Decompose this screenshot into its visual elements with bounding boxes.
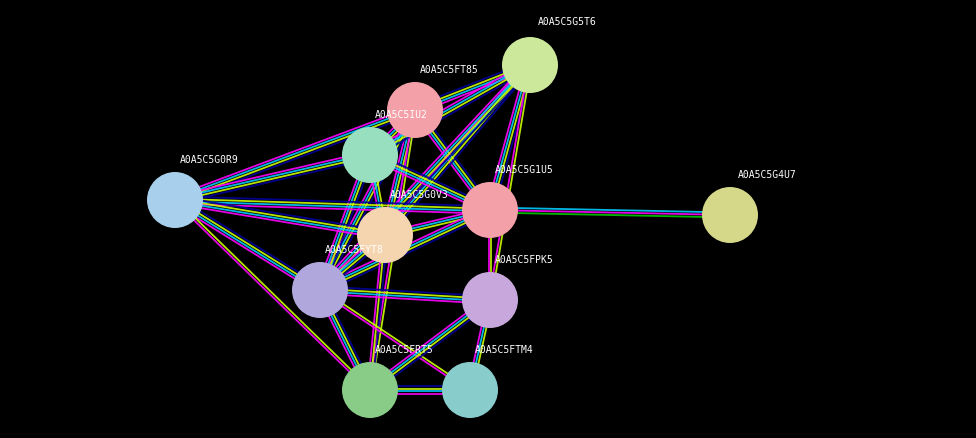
Circle shape (342, 362, 398, 418)
Text: A0A5C5FT85: A0A5C5FT85 (420, 65, 479, 75)
Circle shape (292, 262, 348, 318)
Circle shape (387, 82, 443, 138)
Circle shape (147, 172, 203, 228)
Text: A0A5C5G0R9: A0A5C5G0R9 (180, 155, 239, 165)
Text: A0A5C5FTM4: A0A5C5FTM4 (475, 345, 534, 355)
Text: A0A5C5FPK5: A0A5C5FPK5 (495, 255, 553, 265)
Text: A0A5C5G1U5: A0A5C5G1U5 (495, 165, 553, 175)
Text: A0A5C5G0V3: A0A5C5G0V3 (390, 190, 449, 200)
Circle shape (342, 127, 398, 183)
Text: A0A5C5G5T6: A0A5C5G5T6 (538, 17, 596, 27)
Circle shape (462, 182, 518, 238)
Circle shape (357, 207, 413, 263)
Text: A0A5C5FYT8: A0A5C5FYT8 (325, 245, 384, 255)
Circle shape (502, 37, 558, 93)
Text: A0A5C5G4U7: A0A5C5G4U7 (738, 170, 796, 180)
Text: A0A5C5IU2: A0A5C5IU2 (375, 110, 427, 120)
Circle shape (462, 272, 518, 328)
Circle shape (442, 362, 498, 418)
Circle shape (702, 187, 758, 243)
Text: A0A5C5FRT5: A0A5C5FRT5 (375, 345, 433, 355)
